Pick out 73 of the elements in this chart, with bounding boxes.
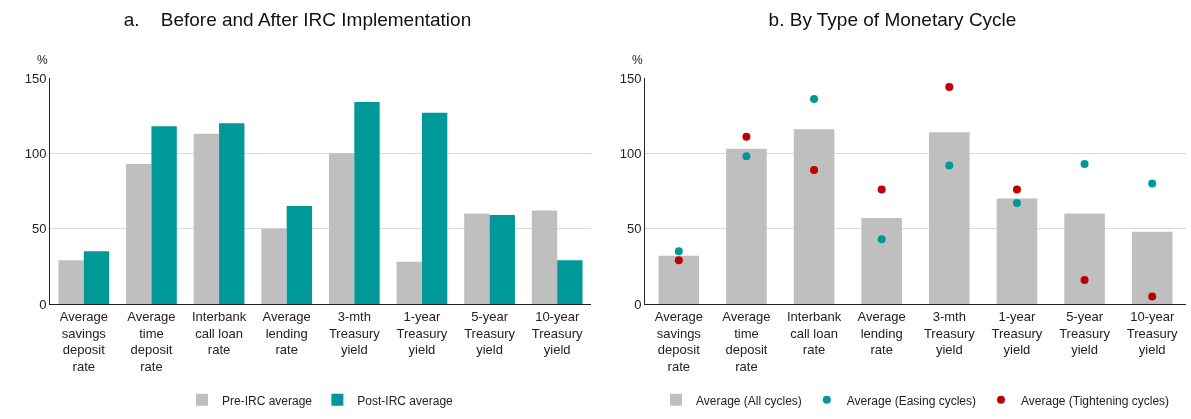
point [1148, 179, 1157, 188]
legend-label: Average (Easing cycles) [846, 393, 976, 408]
chart-title: a. Before and After IRC Implementation [123, 8, 472, 30]
x-tick-label: Average savings deposit rate [59, 308, 108, 375]
x-tick-label: Average savings deposit rate [654, 308, 703, 375]
bar [557, 260, 583, 304]
bar [726, 148, 767, 304]
y-tick-label: 100 [619, 145, 642, 161]
bar [126, 163, 152, 304]
legend-label: Pre-IRC average [222, 393, 313, 408]
y-axis-title: % [632, 53, 643, 67]
point [674, 247, 683, 256]
bar [193, 133, 220, 304]
point [1148, 292, 1157, 301]
y-tick-label: 150 [24, 70, 47, 86]
bar [861, 218, 902, 304]
x-tick-label: 5-year Treasury yield [464, 308, 516, 358]
point [945, 161, 954, 170]
y-axis-title: % [37, 53, 48, 67]
x-tick-label: 10-year Treasury yield [531, 308, 584, 358]
point [1012, 199, 1021, 208]
bar [929, 132, 970, 304]
x-tick-label: 3-mth Treasury yield [923, 308, 976, 358]
point [742, 132, 751, 141]
y-tick-label: 100 [24, 145, 47, 161]
bar [396, 261, 422, 304]
bar [219, 123, 245, 304]
bar [83, 251, 110, 304]
point [1012, 185, 1021, 194]
bar [489, 215, 515, 304]
bar [58, 260, 84, 304]
x-tick-label: 3-mth Treasury yield [328, 308, 381, 358]
bar [1131, 231, 1173, 304]
bar [261, 228, 287, 304]
bar [531, 210, 558, 304]
point [742, 152, 751, 161]
point [877, 185, 886, 194]
x-tick-label: Interbank call loan rate [191, 308, 247, 358]
x-tick-label: 10-year Treasury yield [1126, 308, 1179, 358]
chart-title: b. By Type of Monetary Cycle [768, 8, 1017, 30]
point [1080, 159, 1089, 168]
point [810, 95, 819, 104]
y-tick-label: 0 [634, 296, 642, 312]
y-tick-label: 50 [31, 221, 47, 237]
bar [1064, 213, 1105, 304]
x-tick-label: Average time deposit rate [127, 308, 176, 375]
bar [328, 153, 355, 304]
bar [151, 126, 177, 304]
x-tick-label: Average lending rate [857, 308, 906, 358]
bar [286, 206, 313, 304]
bar [793, 129, 835, 304]
bar [464, 213, 490, 304]
point [810, 165, 819, 174]
y-tick-label: 0 [39, 296, 47, 312]
x-tick-label: 1-year Treasury yield [396, 308, 448, 358]
point [1080, 275, 1089, 284]
legend-label: Average (All cycles) [696, 393, 802, 408]
point [877, 235, 886, 244]
x-tick-label: 5-year Treasury yield [1059, 308, 1111, 358]
bar [354, 102, 380, 304]
point [674, 256, 683, 265]
x-tick-label: Average time deposit rate [722, 308, 771, 375]
x-tick-label: Average lending rate [262, 308, 311, 358]
legend-label: Post-IRC average [357, 393, 454, 408]
bar [658, 255, 700, 304]
legend-label: Average (Tightening cycles) [1021, 393, 1170, 408]
y-tick-label: 50 [626, 221, 642, 237]
point [945, 83, 954, 92]
bar [421, 112, 448, 304]
x-tick-label: Interbank call loan rate [786, 308, 842, 358]
y-tick-label: 150 [619, 70, 642, 86]
x-tick-label: 1-year Treasury yield [991, 308, 1043, 358]
bar [996, 198, 1038, 304]
